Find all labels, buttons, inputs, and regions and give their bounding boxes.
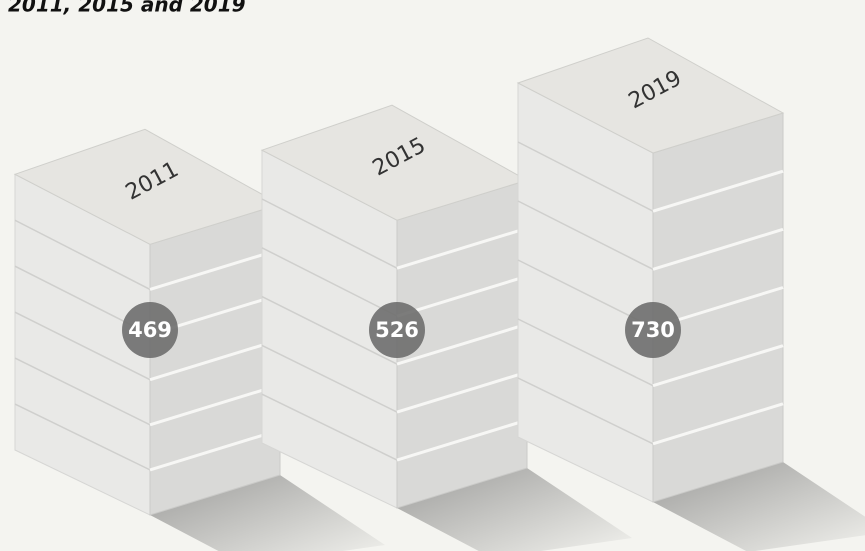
sheet-edge <box>396 226 528 270</box>
value-label: 469 <box>128 318 172 342</box>
sheet-edge <box>396 322 528 366</box>
sheet-edge <box>517 200 654 271</box>
shadow <box>150 475 385 551</box>
sheet-edge <box>396 274 528 318</box>
sheet-edge <box>261 344 398 413</box>
sheet-edge <box>149 247 281 291</box>
sheet-edge <box>517 318 654 387</box>
front-face <box>517 82 654 503</box>
sheet-edge <box>149 338 281 382</box>
sheet-edge <box>149 383 281 427</box>
sheet-edge <box>261 295 398 365</box>
sheet-edge <box>517 377 654 445</box>
sheet-edge <box>261 247 398 317</box>
value-badge <box>122 302 178 358</box>
sheet-edge <box>149 428 281 472</box>
shadow <box>397 468 632 551</box>
sheet-edge <box>14 403 151 471</box>
chart-title: 2011, 2015 and 2019 <box>8 0 246 17</box>
sheet-edge <box>261 393 398 461</box>
sheet-edge <box>396 370 528 414</box>
value-label: 526 <box>375 318 419 342</box>
top-face <box>516 37 785 154</box>
sheet-edge <box>14 311 151 381</box>
value-badge <box>625 302 681 358</box>
sheet-edge <box>652 402 784 446</box>
value-label: 730 <box>631 318 675 342</box>
sheet-edge <box>261 198 398 269</box>
shadow <box>653 462 865 551</box>
sheet-edge <box>652 344 784 388</box>
sheet-edge <box>517 141 654 212</box>
value-badge <box>369 302 425 358</box>
sheet-edge <box>396 418 528 462</box>
sheet-edge <box>652 169 784 213</box>
sheet-edge <box>652 227 784 271</box>
sheet-edge <box>14 357 151 426</box>
sheet-edge <box>14 219 151 291</box>
